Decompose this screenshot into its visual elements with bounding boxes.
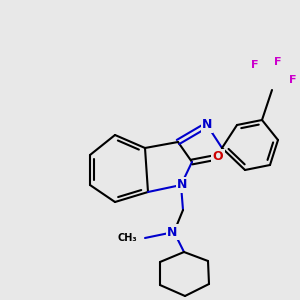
Text: N: N [202,118,212,131]
Text: F: F [251,60,259,70]
Text: CH₃: CH₃ [118,233,137,243]
Text: N: N [167,226,178,238]
Text: F: F [274,57,282,67]
Text: O: O [213,151,223,164]
Text: N: N [177,178,188,191]
Text: F: F [289,75,297,85]
